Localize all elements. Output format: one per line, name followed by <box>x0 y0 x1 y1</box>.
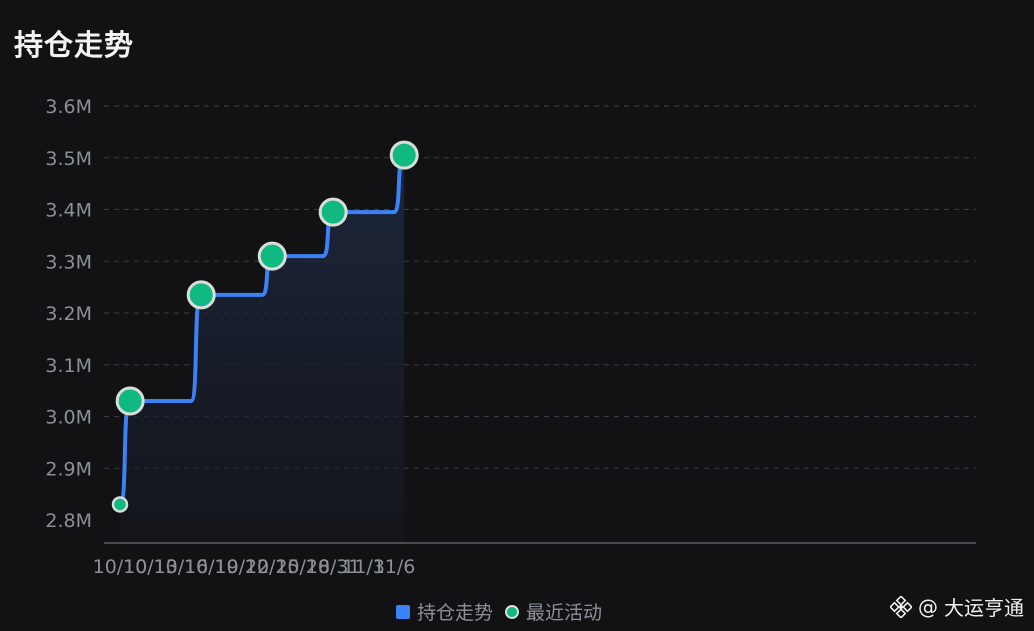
chart-title: 持仓走势 <box>14 28 135 62</box>
legend-item-recent-activity[interactable]: 最近活动 <box>505 598 602 625</box>
activity-marker <box>318 197 348 227</box>
legend-label-holding-trend: 持仓走势 <box>417 602 494 624</box>
x-tick-label: 10/28 <box>275 556 330 578</box>
x-tick-label: 10/19 <box>184 556 239 578</box>
x-tick-label: 10/13 <box>123 556 178 578</box>
x-tick-label: 10/25 <box>245 556 300 578</box>
activity-marker <box>111 496 129 513</box>
y-tick-label: 2.8M <box>45 510 92 532</box>
recent-activity-series <box>111 140 419 513</box>
x-tick-label: 11/3 <box>342 556 385 578</box>
legend-label-recent-activity: 最近活动 <box>526 602 603 624</box>
y-tick-label: 3.5M <box>45 148 92 170</box>
x-tick-label: 10/10 <box>93 556 148 578</box>
activity-marker <box>389 140 419 170</box>
x-tick-label: 10/22 <box>214 556 269 578</box>
chart-canvas: 2.8M 2.9M 3.0M 3.1M 3.2M 3.3M 3.4M 3.5M 3.6M 10/1… <box>45 96 976 578</box>
y-tick-label: 3.3M <box>45 251 92 273</box>
x-tick-label: 11/6 <box>373 556 416 578</box>
legend-circle-icon <box>505 604 520 619</box>
y-tick-label: 2.9M <box>45 458 92 480</box>
legend-item-holding-trend[interactable]: 持仓走势 <box>396 598 493 625</box>
y-tick-label: 3.1M <box>45 355 92 377</box>
watermark-name: 大运亨通 <box>944 596 1024 620</box>
y-tick-label: 3.6M <box>45 96 92 118</box>
activity-marker <box>115 386 145 416</box>
axes: 2.8M 2.9M 3.0M 3.1M 3.2M 3.3M 3.4M 3.5M 3.6M 10/1… <box>45 96 976 578</box>
y-tick-label: 3.0M <box>45 407 92 429</box>
chart-legend: 持仓走势 最近活动 <box>396 598 602 625</box>
x-tick-label: 10/31 <box>306 556 361 578</box>
binance-logo-icon <box>890 595 912 618</box>
y-tick-label: 3.2M <box>45 303 92 325</box>
activity-marker <box>186 280 216 310</box>
legend-square-icon <box>396 604 410 619</box>
activity-marker <box>257 241 287 271</box>
watermark: @ 大运亨通 <box>890 592 1024 621</box>
area-path <box>120 155 405 543</box>
x-tick-label: 10/16 <box>154 556 209 578</box>
y-tick-label: 3.4M <box>45 200 92 222</box>
watermark-at: @ <box>918 594 938 619</box>
area-fill <box>120 155 405 543</box>
